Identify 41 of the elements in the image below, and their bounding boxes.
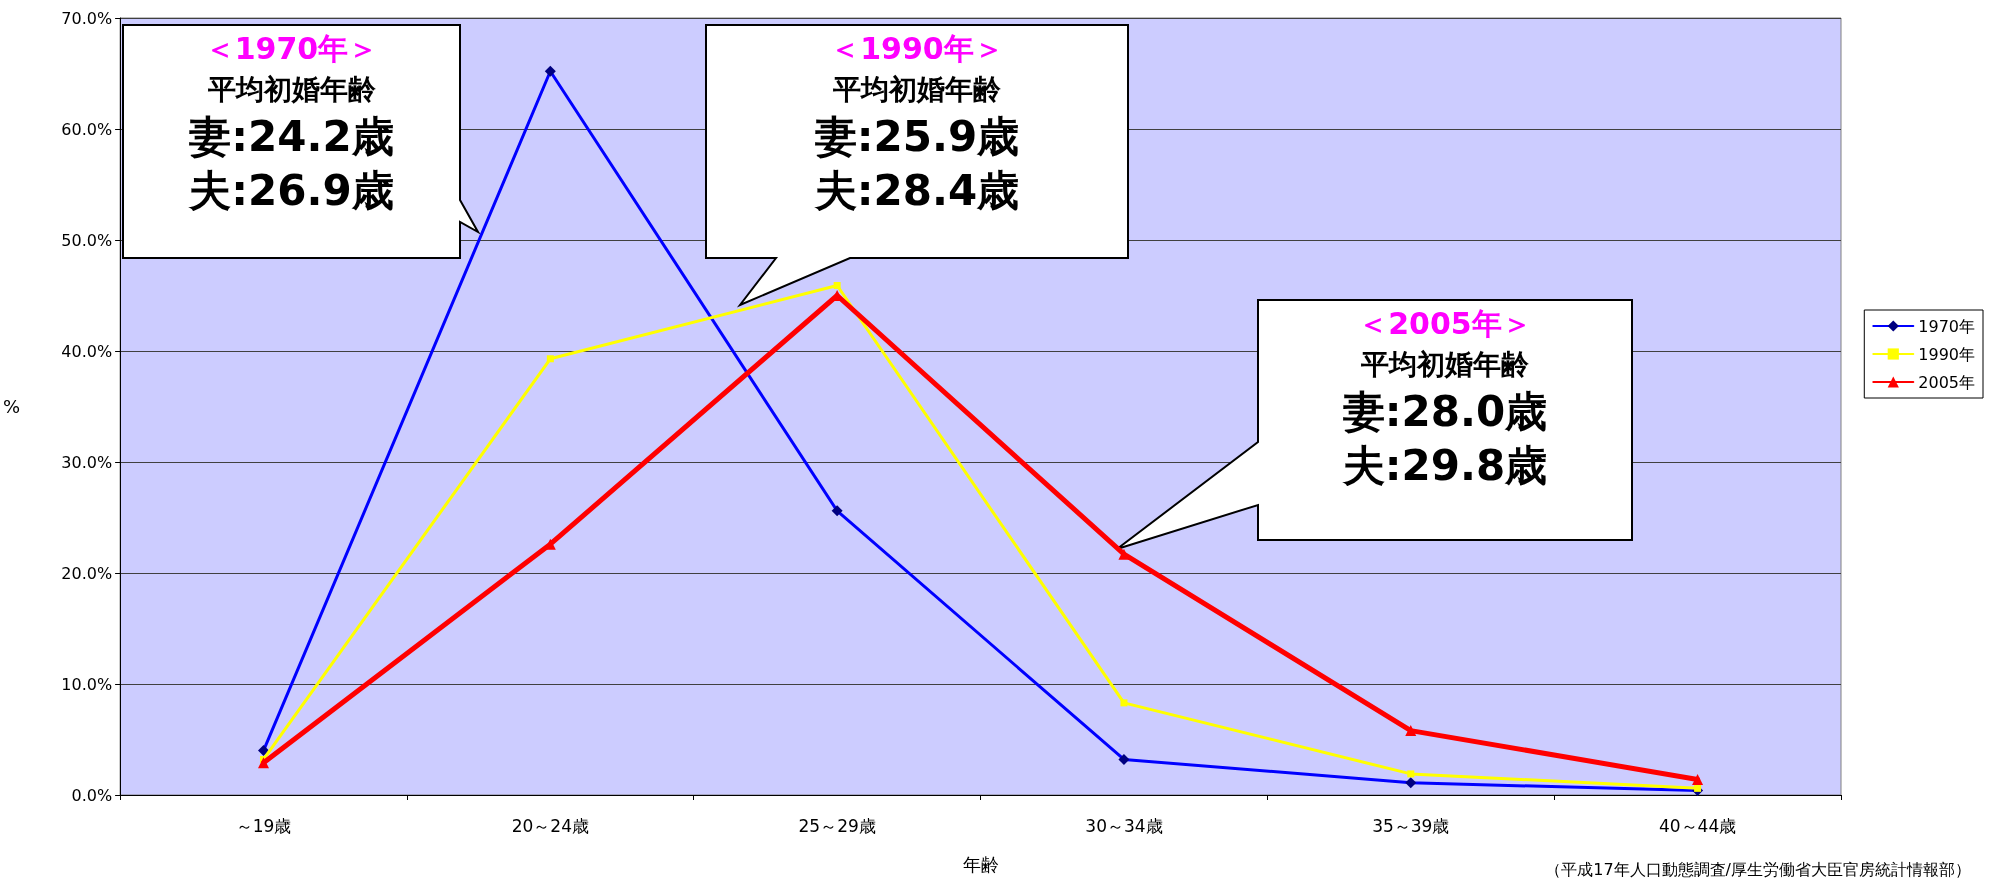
annotation: 夫:29.8歳 bbox=[1341, 440, 1548, 490]
legend-label: 1970年 bbox=[1918, 316, 1975, 336]
annotation: 平均初婚年齢 bbox=[1360, 347, 1529, 381]
point bbox=[1118, 548, 1130, 560]
text: （平成17年人口動態調査/厚生労働省大臣官房統計情報部） bbox=[1545, 859, 1971, 879]
annotation: 夫:26.9歳 bbox=[188, 165, 394, 215]
annotation: ＜1970年＞ bbox=[204, 30, 379, 66]
legend-label: 2005年 bbox=[1918, 372, 1975, 392]
y-tick-label: 30.0% bbox=[61, 452, 113, 472]
x-tick-label: 25～29歳 bbox=[798, 815, 876, 836]
annotation: 妻:25.9歳 bbox=[813, 111, 1020, 161]
annotation: 妻:24.2歳 bbox=[188, 111, 394, 161]
y-tick-label: 70.0% bbox=[61, 8, 113, 28]
x-tick-label: ～19歳 bbox=[235, 815, 292, 836]
annotation: 妻:28.0歳 bbox=[1341, 386, 1548, 436]
annotation: 平均初婚年齢 bbox=[832, 72, 1001, 106]
y-tick-label: 50.0% bbox=[61, 230, 113, 250]
x-tick-label: 30～34歳 bbox=[1085, 815, 1163, 836]
point bbox=[1405, 725, 1417, 737]
x-tick-label: 35～39歳 bbox=[1372, 815, 1450, 836]
y-tick-label: 20.0% bbox=[61, 563, 113, 583]
point bbox=[1120, 699, 1128, 707]
legend-label: 1990年 bbox=[1918, 344, 1975, 364]
point bbox=[1692, 773, 1704, 785]
point bbox=[546, 355, 554, 363]
y-tick-label: 0.0% bbox=[71, 785, 113, 805]
annotation: ＜1990年＞ bbox=[830, 30, 1004, 66]
x-tick-label: 20～24歳 bbox=[511, 815, 589, 836]
point bbox=[258, 757, 270, 769]
annotation: ＜2005年＞ bbox=[1358, 305, 1532, 341]
y-axis-title: % bbox=[2, 396, 21, 417]
x-tick-label: 40～44歳 bbox=[1658, 815, 1737, 836]
point bbox=[1694, 784, 1702, 792]
y-tick-label: 10.0% bbox=[61, 674, 113, 694]
annotation: 夫:28.4歳 bbox=[813, 165, 1020, 215]
y-tick-label: 40.0% bbox=[61, 341, 113, 361]
point bbox=[1407, 770, 1415, 778]
y-tick-label: 60.0% bbox=[61, 119, 113, 139]
annotation: 平均初婚年齢 bbox=[206, 72, 376, 106]
x-axis-title: 年齢 bbox=[962, 853, 999, 875]
point bbox=[833, 282, 841, 290]
